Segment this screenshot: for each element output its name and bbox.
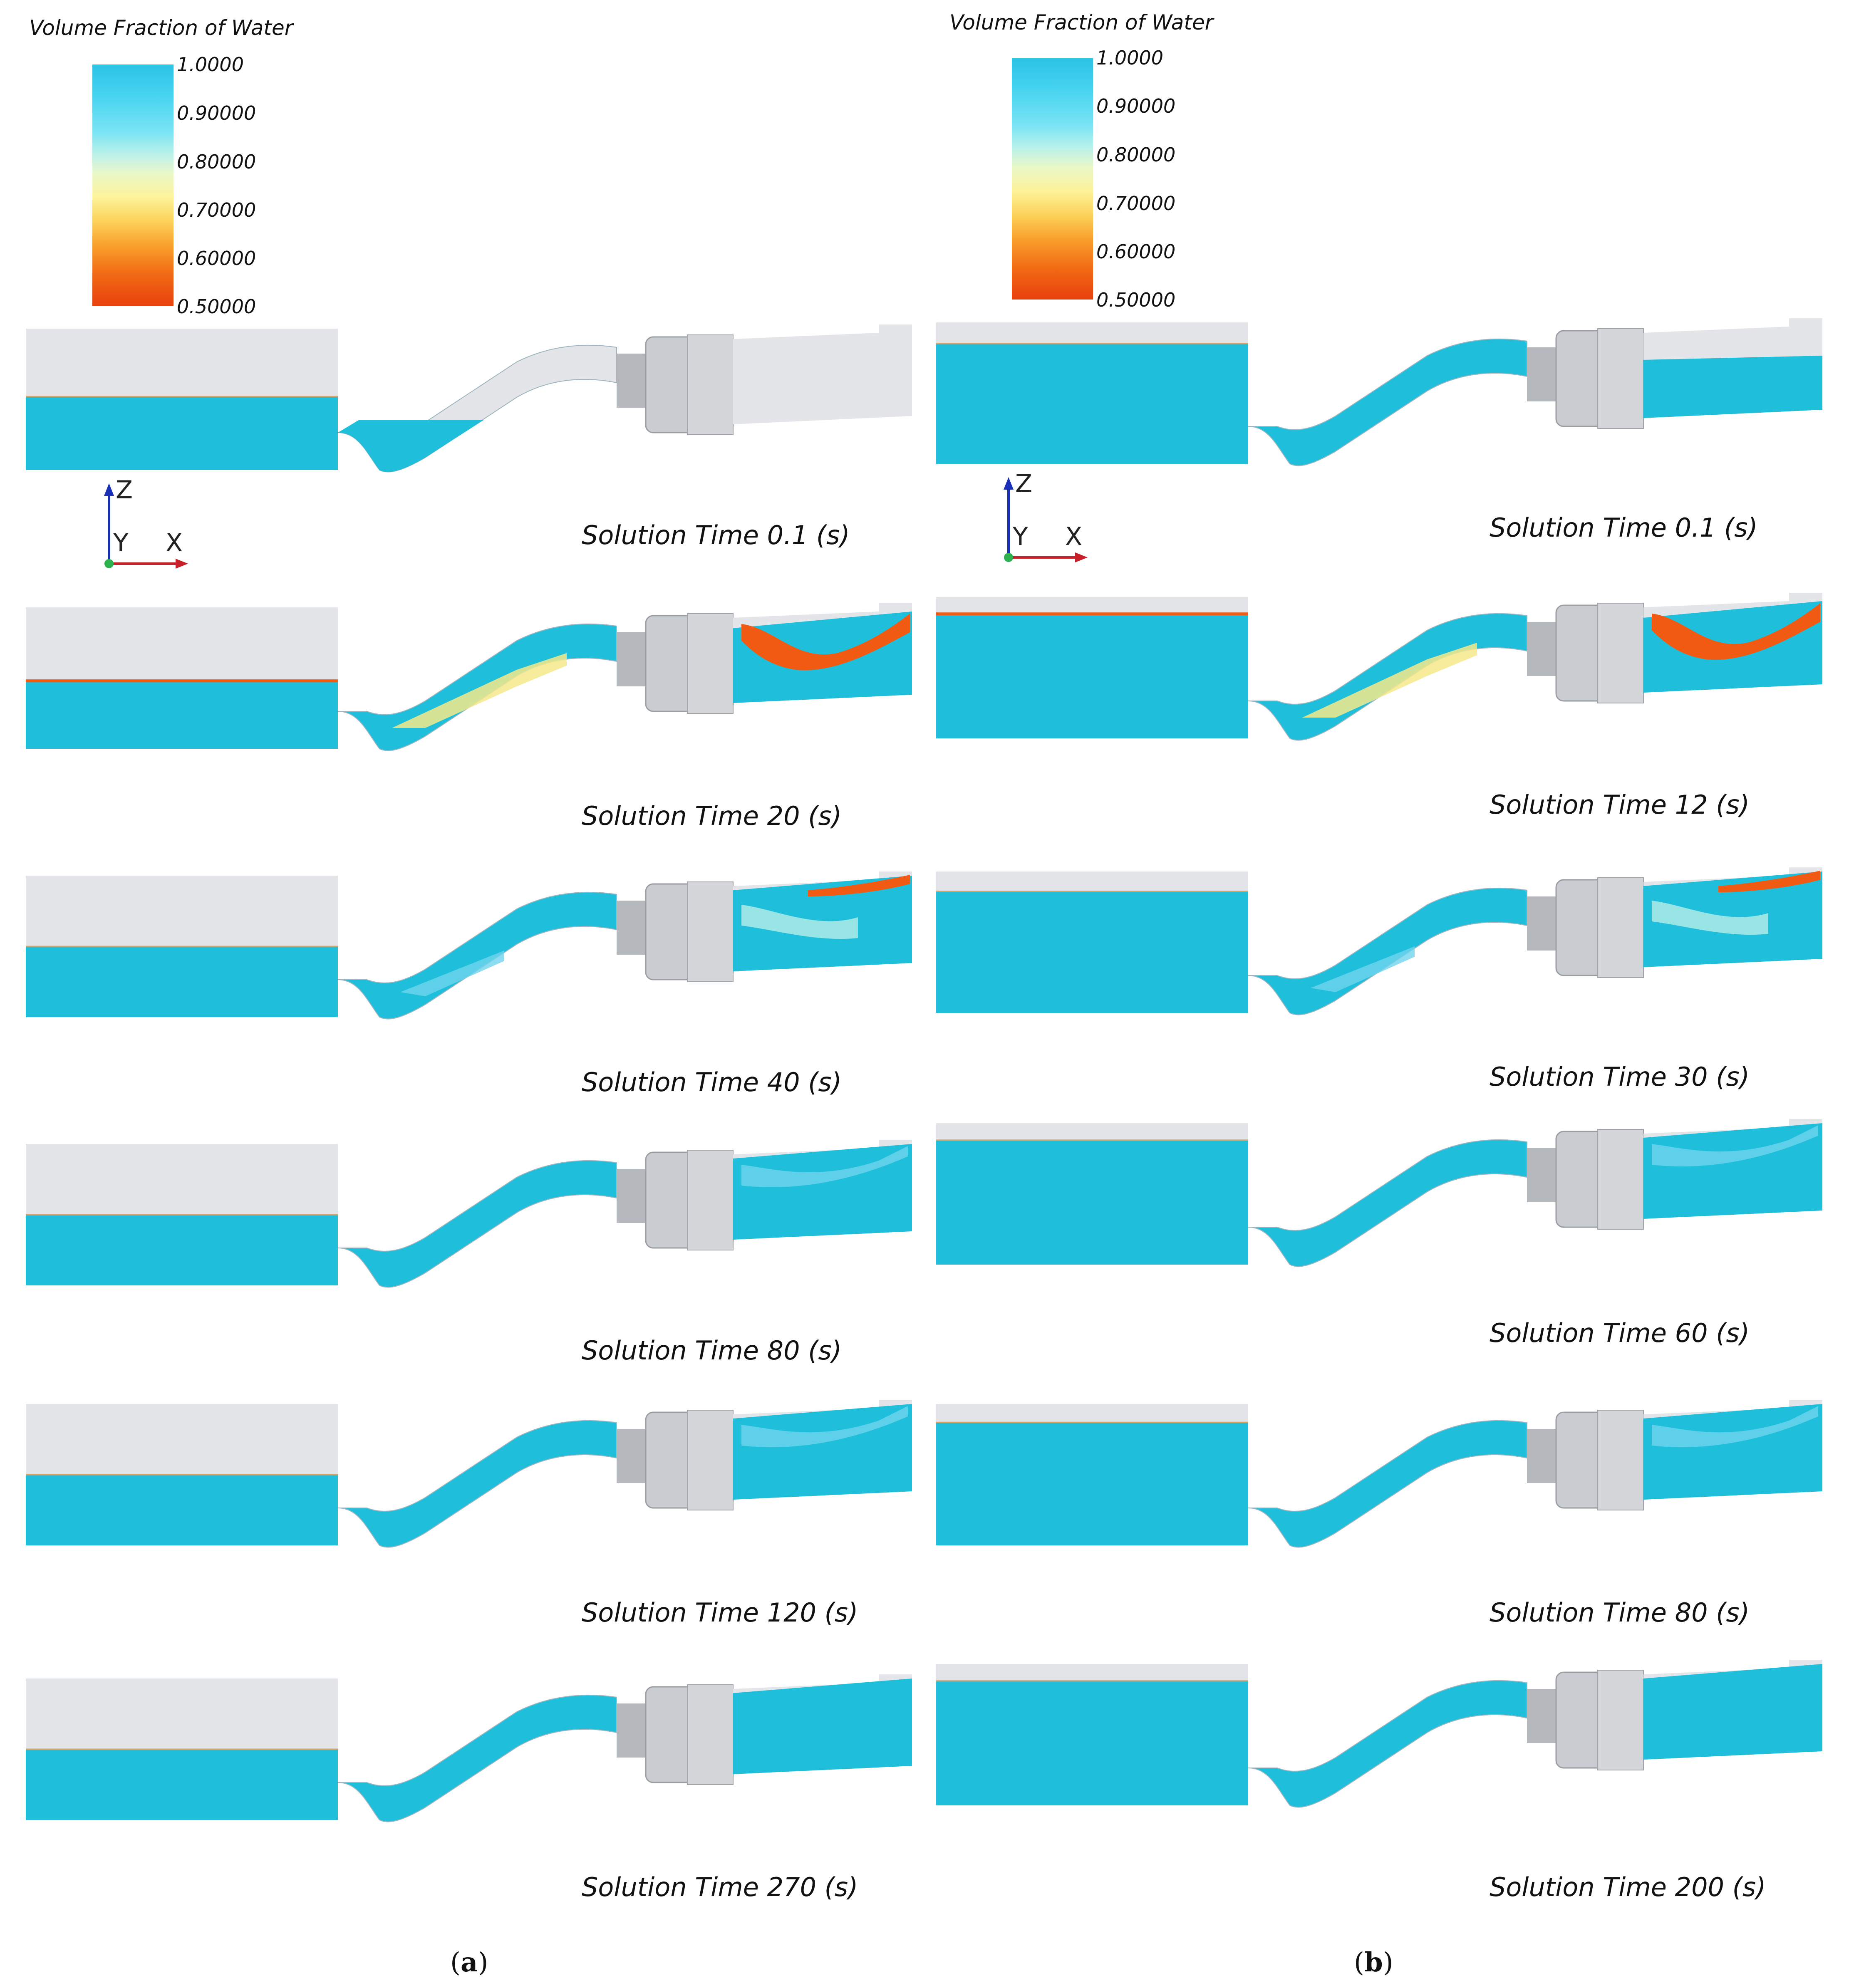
penstock-pipe [1248,338,1527,466]
colorbar-tick-b-2: 0.80000 [1096,144,1176,166]
penstock-pipe [1248,887,1527,1015]
axis-y-label: Y [1012,522,1028,551]
simulation-frame-b-3 [936,1119,1822,1267]
simulation-frame-a-5 [26,1674,912,1822]
penstock-pipe [1248,1680,1527,1808]
outlet-air [733,324,912,424]
air-pocket [1652,603,1820,660]
outlet-water [1643,1664,1822,1760]
penstock-pipe [1248,1139,1527,1267]
caption-a-4: Solution Time 120 (s) [582,1597,858,1628]
turbine-runner [1527,1148,1556,1202]
simulation-frame-a-4 [26,1400,912,1548]
turbine-runner [617,901,646,955]
reservoir-water [936,614,1248,738]
colorbar-a [92,64,173,306]
colorbar-tick-b-3: 0.70000 [1096,192,1176,215]
caption-b-2: Solution Time 30 (s) [1490,1062,1750,1092]
turbine-runner [1527,347,1556,401]
outlet-water [733,1679,912,1774]
reservoir-water [26,946,338,1017]
caption-a-5: Solution Time 270 (s) [582,1872,858,1902]
penstock-pipe [337,623,617,751]
legend-title-a: Volume Fraction of Water [29,16,293,40]
simulation-frame-b-2 [936,867,1822,1015]
reservoir-water [936,344,1248,464]
caption-a-2: Solution Time 40 (s) [582,1067,842,1097]
subfigure-letter-b: b [1364,1947,1383,1978]
penstock-pipe [1248,1420,1527,1548]
axis-y-label: Y [113,528,129,557]
simulation-frame-b-0 [936,318,1822,466]
caption-b-0: Solution Time 0.1 (s) [1490,512,1758,543]
turbine-runner [1527,622,1556,676]
penstock-pipe [337,1694,617,1822]
turbine-runner [617,1429,646,1483]
subfigure-letter-a: a [460,1947,478,1978]
simulation-frame-a-1 [26,603,912,751]
subfigure-label-b: (b) [1354,1947,1393,1978]
caption-a-1: Solution Time 20 (s) [582,801,842,831]
reservoir-water [26,1475,338,1545]
aerated-zone [1302,643,1477,718]
reservoir-water [936,1140,1248,1265]
colorbar-tick-a-5: 0.50000 [177,295,256,318]
colorbar-tick-a-2: 0.80000 [177,151,256,173]
air-pocket [808,875,910,896]
caption-b-3: Solution Time 60 (s) [1490,1318,1750,1348]
turbine-runner [1527,1689,1556,1743]
axis-triad-b: Z Y X [1004,469,1088,562]
axis-z-label: Z [116,475,133,505]
penstock-water [338,420,483,472]
simulation-frame-a-3 [26,1140,912,1288]
reservoir-water [26,1749,338,1820]
colorbar-tick-b-5: 0.50000 [1096,289,1176,311]
penstock-pipe [337,1420,617,1548]
caption-b-5: Solution Time 200 (s) [1490,1872,1766,1902]
penstock-pipe [1248,613,1527,741]
air-pocket [1718,871,1820,892]
colorbar-tick-b-4: 0.60000 [1096,240,1176,263]
turbine-runner [617,1169,646,1223]
reservoir-water [936,1422,1248,1545]
turbine-runner [617,1703,646,1758]
outlet-water [1643,356,1822,418]
colorbar-tick-a-0: 1.0000 [177,53,244,76]
caption-b-4: Solution Time 80 (s) [1490,1597,1750,1628]
subfigure-label-a: (a) [450,1947,488,1978]
colorbar-tick-a-4: 0.60000 [177,247,256,270]
colorbar-tick-a-3: 0.70000 [177,199,256,221]
legend-title-b: Volume Fraction of Water [949,10,1214,35]
simulation-frame-b-5 [936,1660,1822,1808]
colorbar-tick-b-1: 0.90000 [1096,95,1176,117]
colorbar-b [1012,58,1093,300]
simulation-frame-a-2 [26,871,912,1020]
aerated-zone [392,653,567,728]
axis-x-label: X [166,528,183,557]
turbine-runner [617,354,646,408]
penstock-pipe [337,891,617,1020]
turbine-runner [617,632,646,686]
reservoir-water [26,396,338,470]
reservoir-water [26,681,338,749]
turbine-runner [1527,896,1556,951]
penstock-pipe [337,1160,617,1288]
air-pocket [741,614,910,671]
simulation-frame-b-4 [936,1400,1822,1548]
simulation-frame-b-1 [936,593,1822,741]
axis-z-label: Z [1015,469,1032,498]
reservoir-water [936,1681,1248,1805]
reservoir-water [26,1215,338,1285]
caption-b-1: Solution Time 12 (s) [1490,790,1750,820]
caption-a-0: Solution Time 0.1 (s) [582,520,850,550]
reservoir-water [936,891,1248,1013]
colorbar-tick-b-0: 1.0000 [1096,47,1163,69]
turbine-runner [1527,1429,1556,1483]
axis-triad-a: Z Y X [104,475,188,569]
caption-a-3: Solution Time 80 (s) [582,1335,842,1366]
colorbar-tick-a-1: 0.90000 [177,102,256,124]
axis-x-label: X [1065,522,1082,551]
simulation-frame-a-0 [26,324,912,473]
